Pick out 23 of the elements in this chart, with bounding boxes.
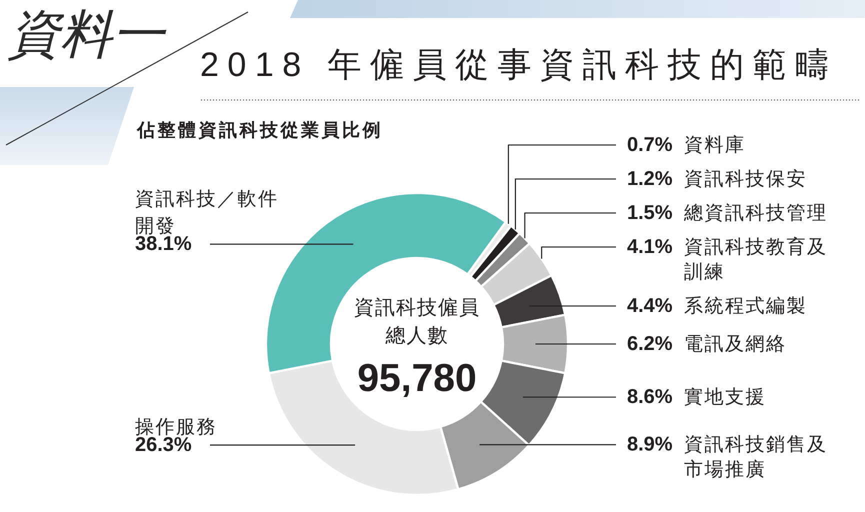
slice-label: 操作服務 (135, 417, 217, 438)
slice-label: 資訊科技保安 (684, 168, 807, 190)
slice-label: 資訊科技教育及訓練 (684, 236, 828, 283)
slice-label: 電訊及網絡 (684, 334, 786, 355)
slice-label: 資訊科技銷售及市場推廣 (684, 434, 828, 481)
data-label: 8.6% (627, 386, 673, 408)
slice-label: 資料庫 (684, 134, 746, 156)
data-label: 8.9% (627, 434, 673, 456)
data-label: 0.7% (627, 134, 673, 156)
slice-label: 資訊科技／軟件開發 (135, 189, 278, 238)
text: 資料一 (8, 6, 167, 64)
text: 95,780 (357, 357, 477, 400)
data-label: 6.2% (627, 333, 673, 355)
data-label: 4.1% (627, 236, 673, 258)
chart-title: 2018 年僱員從事資訊科技的範疇 (200, 46, 838, 84)
chart-subtitle: 佔整體資訊科技從業員比例 (136, 120, 383, 140)
slice-label: 系統程式編製 (684, 296, 807, 317)
data-label: 1.5% (627, 202, 673, 224)
data-label: 1.2% (627, 168, 673, 190)
slice-label: 總資訊科技管理 (683, 203, 828, 224)
slice-label: 實地支援 (684, 387, 766, 408)
text: 資訊科技僱員總人數 (354, 297, 480, 347)
data-label: 4.4% (627, 295, 673, 317)
